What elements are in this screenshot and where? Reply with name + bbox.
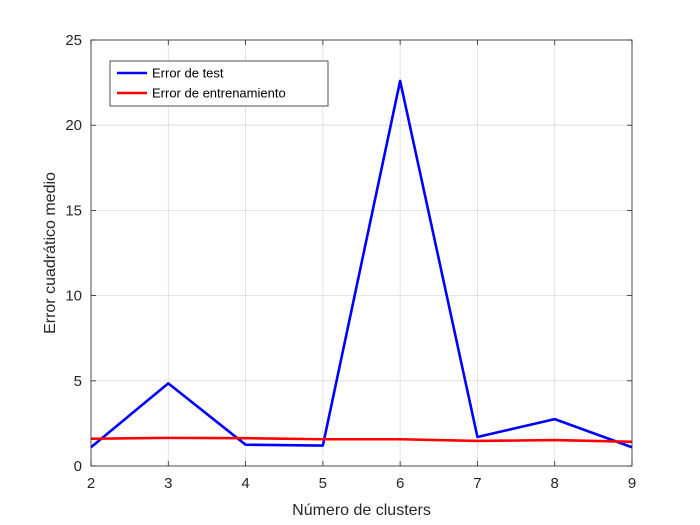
legend-box <box>109 60 329 107</box>
y-tick-label: 20 <box>65 117 82 134</box>
y-tick-label: 15 <box>65 202 82 219</box>
x-axis-label: Número de clusters <box>292 502 431 519</box>
x-tick-label: 3 <box>164 475 172 492</box>
x-tick-label: 5 <box>319 475 327 492</box>
x-tick-label: 8 <box>551 475 559 492</box>
y-tick-label: 10 <box>65 288 82 305</box>
series-line-training-error <box>90 436 633 444</box>
legend-label: Error de test <box>152 66 224 81</box>
series-layer <box>90 79 633 449</box>
x-tick-label: 2 <box>87 475 95 492</box>
plot-frame <box>90 39 633 467</box>
y-tick-label: 25 <box>65 32 82 49</box>
x-tick-label: 7 <box>473 475 481 492</box>
y-tick-label: 5 <box>74 373 82 390</box>
legend: Error de test Error de entrenamiento <box>109 60 329 107</box>
series-line-test-error <box>90 79 633 449</box>
y-axis-label: Error cuadrático medio <box>42 172 59 334</box>
x-tick-label: 6 <box>396 475 404 492</box>
axis-ticks: 2 3 4 5 6 7 8 9 0 5 10 15 20 25 <box>65 32 636 492</box>
x-tick-label: 4 <box>241 475 249 492</box>
x-tick-label: 9 <box>628 475 636 492</box>
legend-label: Error de entrenamiento <box>152 86 286 101</box>
y-tick-label: 0 <box>74 458 82 475</box>
